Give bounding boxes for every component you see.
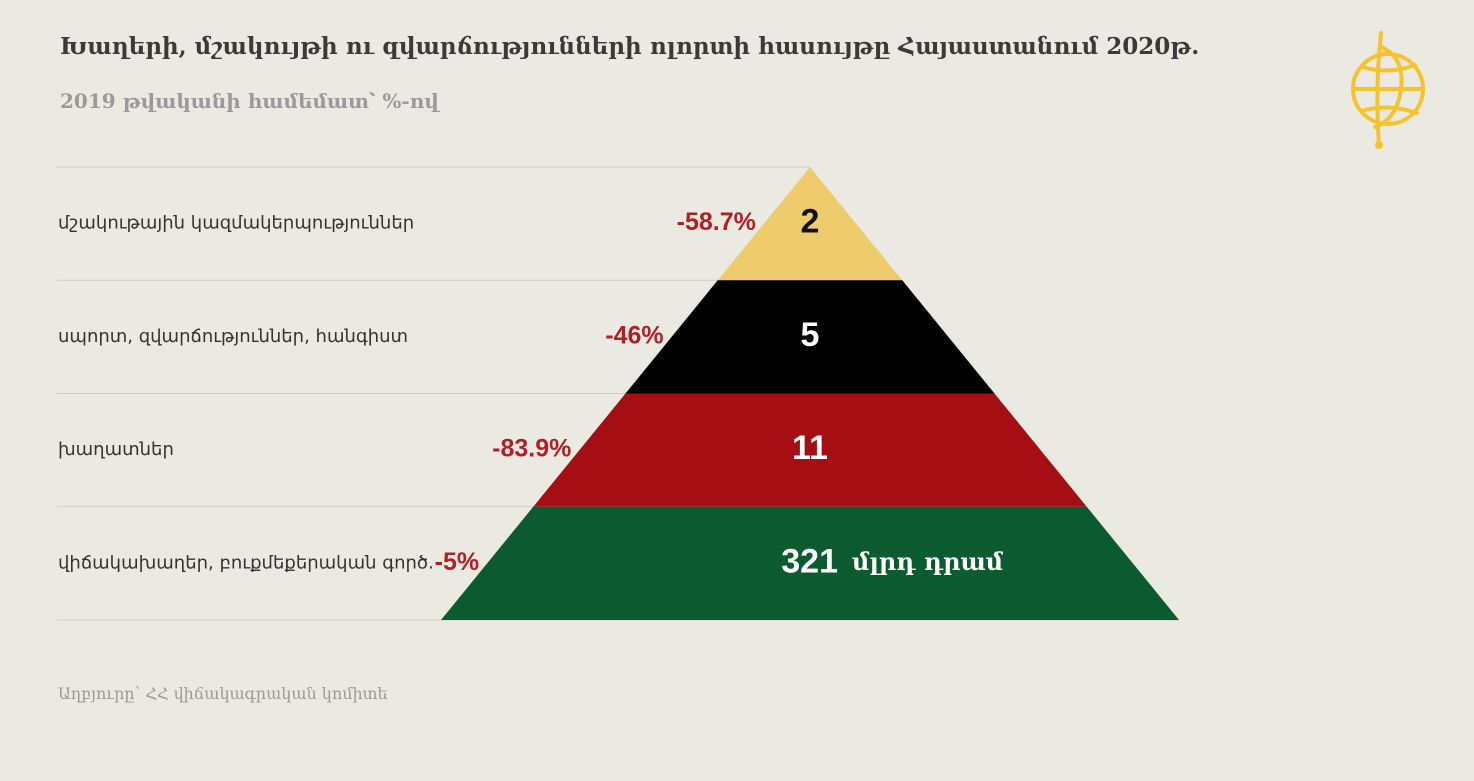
value-label: 2 <box>801 203 820 241</box>
pyramid-segment <box>717 167 903 281</box>
globe-logo-icon <box>1345 27 1435 152</box>
change-label: -83.9% <box>492 435 571 463</box>
chart-subtitle: 2019 թվականի համեմատ՝ %-ով <box>60 89 439 113</box>
change-label: -46% <box>605 321 663 349</box>
value-label: 5 <box>801 316 820 354</box>
unit-label: մլրդ դրամ <box>852 547 1004 576</box>
category-label: մշակութային կազմակերպություններ <box>58 213 414 234</box>
pyramid-segment <box>625 280 995 394</box>
category-label: սպորտ, զվարճություններ, հանգիստ <box>58 326 408 347</box>
pyramid-segment <box>441 506 1179 620</box>
change-label: -58.7% <box>677 208 756 236</box>
pyramid-segment <box>533 393 1087 507</box>
value-label: 11 <box>792 429 828 467</box>
category-label: խաղատներ <box>58 439 174 460</box>
value-label: 321 <box>781 542 838 580</box>
category-label: վիճակախաղեր, բուքմեքերական գործ. <box>58 552 434 573</box>
change-label: -5% <box>435 548 479 576</box>
source-note: Աղբյուրը՝ ՀՀ վիճակագրական կոմիտե <box>58 684 388 703</box>
chart-title: Խաղերի, մշակույթի ու զվարճությունների ոլ… <box>60 33 1200 60</box>
